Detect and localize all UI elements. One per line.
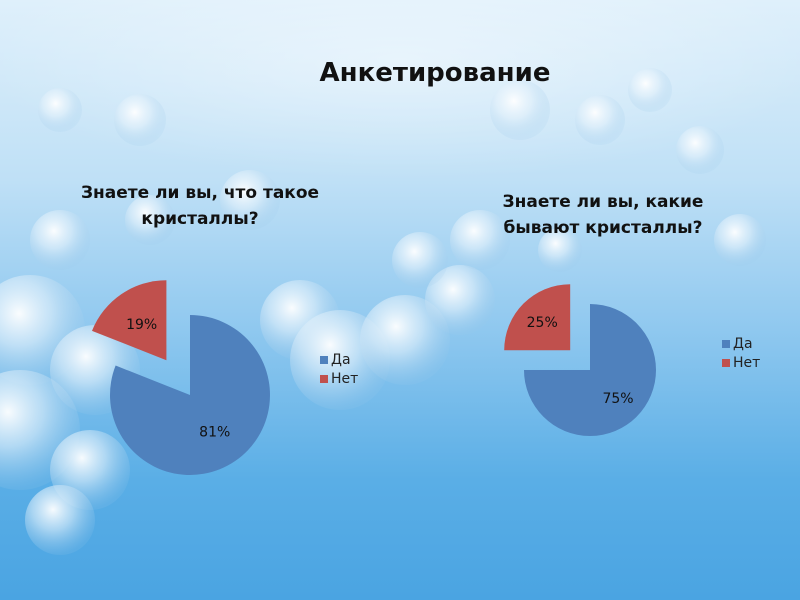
crystal-decor [0,68,766,555]
legend-swatch-yes [320,355,328,364]
legend-item-no: Нет [722,353,760,372]
legend-item-yes: Да [722,334,760,353]
chart1-slice-yes [110,315,271,475]
legend-label-yes: Да [733,335,753,352]
legend-label-yes: Да [331,351,351,368]
legend-label-no: Нет [331,370,359,387]
chart2-label-yes: 75% [602,391,633,407]
chart2-title: Знаете ли вы, какие бывают кристаллы? [502,192,704,238]
legend-label-no: Нет [733,354,761,371]
chart1-legend: Да Нет [320,350,358,388]
chart1-title: Знаете ли вы, что такое кристаллы? [80,183,320,229]
legend-swatch-no [722,358,730,367]
chart2-legend: Да Нет [722,334,760,372]
chart1-slice-no [92,280,167,361]
legend-swatch-no [320,374,328,383]
chart2-label-no: 25% [527,315,558,331]
chart1-label-yes: 81% [199,424,230,440]
chart1-label-no: 19% [126,317,157,333]
chart2-slice-yes [524,304,656,436]
chart2-slice-no [504,284,571,351]
legend-item-yes: Да [320,350,358,369]
slide-title: Анкетирование [319,58,551,88]
legend-item-no: Нет [320,369,358,388]
legend-swatch-yes [722,339,730,348]
